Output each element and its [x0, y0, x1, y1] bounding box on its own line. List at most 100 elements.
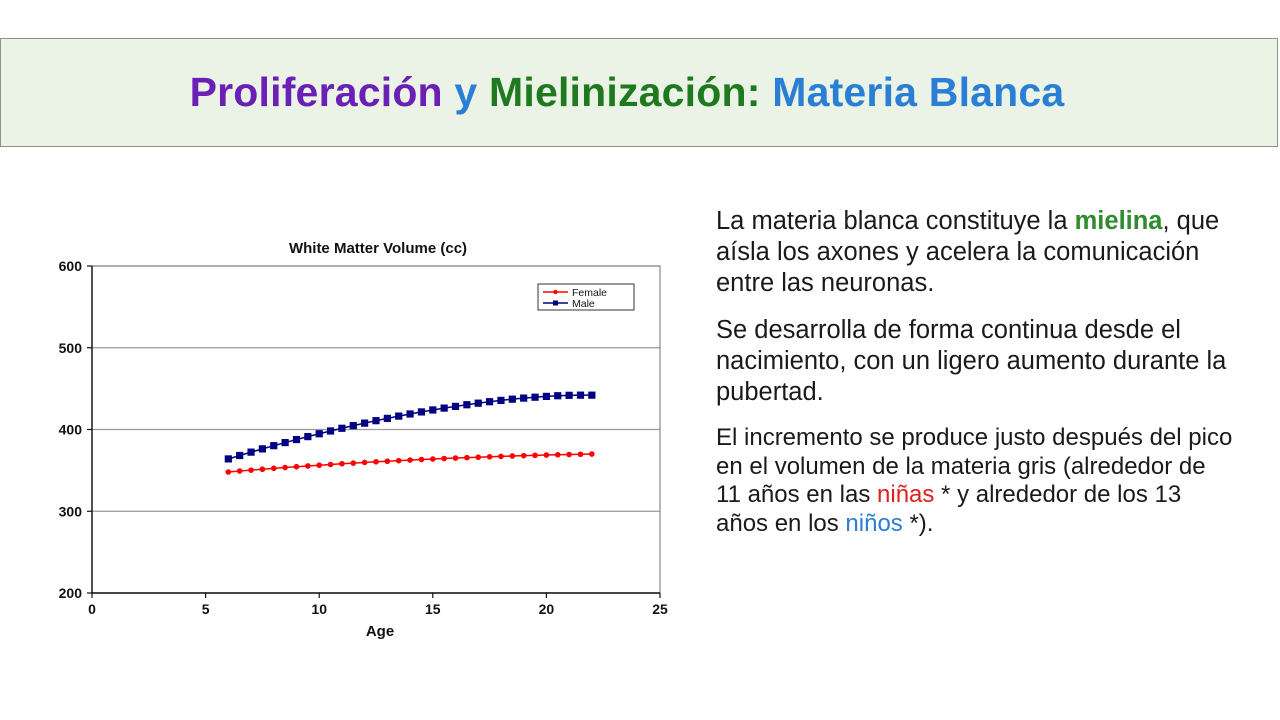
title-word-mielinizacion: Mielinización:: [489, 69, 761, 115]
y-tick-label-600: 600: [59, 258, 83, 274]
paragraph-1-text-a: La materia blanca constituye la: [716, 207, 1075, 235]
female-point: [577, 451, 584, 458]
male-point: [474, 399, 482, 407]
boys-highlight: niños: [845, 509, 903, 537]
male-point: [338, 424, 346, 432]
title-banner: Proliferación y Mielinización: Materia B…: [0, 38, 1278, 147]
male-point: [531, 393, 539, 401]
paragraph-3-text-a: El incremento se produce justo después d…: [716, 424, 1233, 508]
male-point: [497, 396, 505, 404]
paragraph-1-text-b: , que aísla los axones y acelera la comu…: [716, 207, 1220, 297]
female-point: [589, 451, 595, 457]
male-point: [292, 435, 301, 444]
paragraph-2-text: Se desarrolla de forma continua desde el…: [716, 316, 1227, 406]
female-point: [270, 465, 277, 472]
female-point: [486, 454, 493, 460]
female-point: [373, 458, 379, 465]
male-point: [565, 391, 573, 399]
male-point: [224, 455, 232, 463]
female-point: [248, 467, 254, 473]
title-word-materia-blanca: Materia Blanca: [772, 69, 1065, 115]
title-word-y: y: [454, 69, 478, 115]
paragraph-development: Se desarrolla de forma continua desde el…: [716, 315, 1236, 408]
male-point: [417, 408, 426, 416]
female-point: [384, 458, 391, 465]
female-point: [543, 452, 550, 458]
female-point: [316, 462, 323, 469]
male-point: [406, 410, 414, 418]
x-axis-label: Age: [366, 623, 394, 640]
legend-box: [537, 283, 635, 311]
female-point: [225, 469, 232, 475]
male-point: [542, 392, 550, 400]
paragraph-increment: El incremento se produce justo después d…: [716, 424, 1236, 538]
male-point: [315, 430, 323, 438]
female-point: [327, 461, 334, 468]
male-point: [361, 419, 369, 427]
male-point: [508, 395, 516, 403]
female-point: [475, 454, 482, 461]
male-series-line: [228, 394, 592, 460]
legend-label-male: Male: [572, 298, 595, 310]
female-point: [532, 452, 538, 459]
title-word-proliferacion: Proliferación: [189, 69, 443, 115]
male-point: [486, 398, 494, 406]
legend-marker-male: [553, 300, 558, 306]
male-point: [554, 392, 562, 400]
male-point: [349, 422, 357, 430]
female-point: [464, 454, 470, 461]
x-tick-label-5: 5: [202, 601, 210, 617]
female-point: [293, 463, 300, 470]
x-tick-label-20: 20: [539, 601, 555, 617]
y-tick-label-300: 300: [59, 503, 83, 519]
female-point: [520, 452, 527, 459]
male-point: [429, 406, 437, 414]
girls-highlight: niñas: [877, 481, 935, 508]
white-matter-chart: White Matter Volume (cc) Age 200 300 400 50…: [20, 230, 700, 650]
paragraph-myelin: La materia blanca constituye la mielina,…: [716, 206, 1236, 299]
female-point: [430, 456, 436, 462]
male-point: [520, 394, 528, 402]
y-tick-label-500: 500: [59, 340, 83, 356]
male-point: [588, 391, 596, 399]
paragraph-3-text-c: *).: [902, 509, 934, 537]
male-point: [463, 401, 471, 409]
male-point: [258, 445, 266, 453]
male-point: [576, 391, 585, 399]
female-point: [282, 464, 288, 471]
male-point: [440, 404, 448, 412]
chart-axes: [87, 265, 661, 598]
x-tick-label-0: 0: [88, 601, 96, 617]
legend-marker-female: [553, 289, 558, 295]
female-point: [305, 463, 311, 469]
female-point: [350, 460, 357, 466]
male-point: [395, 412, 403, 420]
female-point: [236, 468, 243, 474]
chart-svg: White Matter Volume (cc) Age 20030040050…: [59, 240, 668, 640]
x-tick-label-10: 10: [311, 601, 327, 617]
female-point: [509, 453, 516, 459]
female-point: [361, 459, 368, 466]
male-point: [304, 433, 312, 441]
female-point: [452, 455, 459, 461]
male-point: [326, 427, 335, 435]
chart-title: White Matter Volume (cc): [289, 240, 467, 257]
y-tick-label-400: 400: [59, 422, 83, 438]
male-point: [247, 448, 255, 456]
x-tick-label-25: 25: [652, 601, 668, 617]
female-point: [441, 455, 447, 462]
male-point: [236, 451, 244, 460]
slide-title: Proliferación y Mielinización: Materia B…: [190, 69, 1065, 116]
male-point: [281, 438, 289, 447]
female-point: [498, 453, 504, 460]
chart-tick-labels: 200 300 400 500 600 0 5 10 15 20 25: [59, 258, 668, 617]
x-tick-label-15: 15: [425, 601, 441, 617]
chart-series: [224, 391, 596, 475]
female-point: [395, 457, 402, 464]
male-point: [383, 414, 391, 422]
y-tick-label-200: 200: [59, 585, 83, 601]
male-point: [270, 442, 278, 450]
female-point: [418, 456, 425, 463]
female-point: [259, 466, 266, 473]
male-point: [451, 402, 460, 410]
